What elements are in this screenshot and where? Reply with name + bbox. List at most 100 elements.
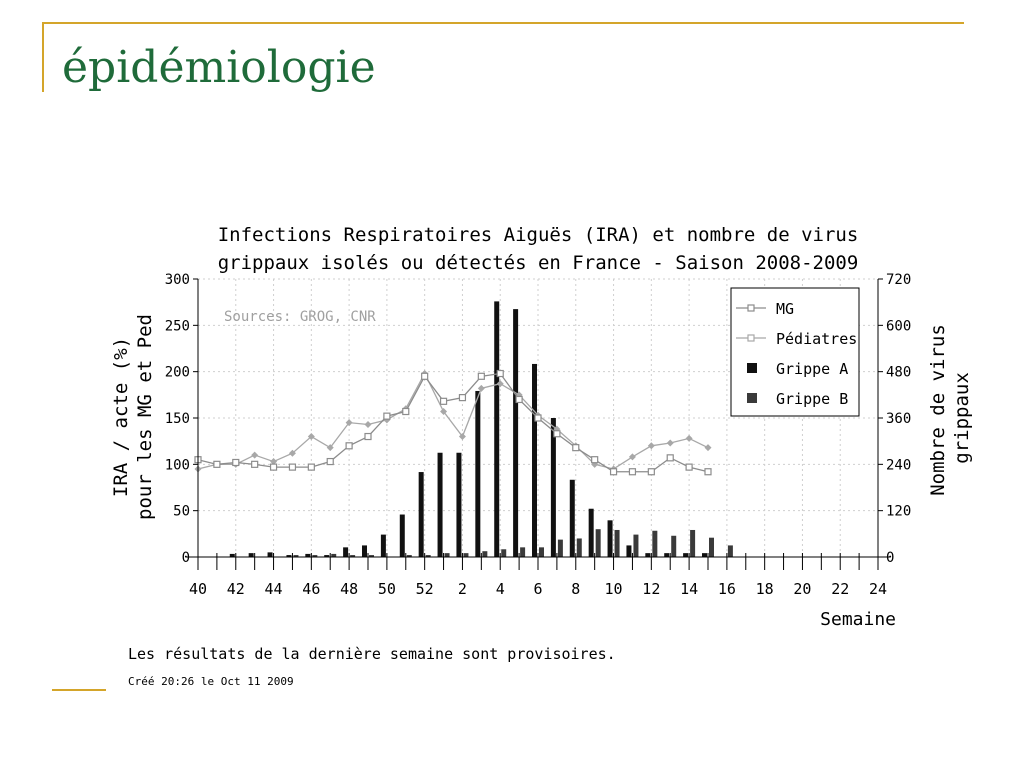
bar-grippe-a: [645, 553, 651, 557]
bar-grippe-a: [456, 452, 462, 557]
bar-grippe-b: [293, 555, 299, 557]
point-pediatres: [685, 434, 693, 442]
bar-grippe-a: [324, 555, 330, 557]
point-pediatres: [647, 442, 655, 450]
bar-grippe-b: [539, 547, 544, 557]
bar-grippe-a: [588, 508, 594, 557]
chart-source: Sources: GROG, CNR: [224, 309, 376, 325]
point-pediatres: [307, 433, 315, 441]
point-mg: [628, 468, 637, 476]
bar-grippe-b: [444, 553, 450, 557]
bar-grippe-b: [425, 555, 431, 557]
point-mg: [515, 395, 523, 404]
y2-tick-label: 0: [886, 550, 894, 566]
slide-title: épidémiologie: [62, 42, 376, 93]
point-pediatres: [364, 420, 372, 428]
point-mg: [666, 454, 674, 462]
point-mg: [647, 468, 655, 476]
point-mg: [704, 468, 712, 476]
point-mg: [591, 456, 599, 464]
point-mg: [345, 442, 353, 450]
chart-lines: [194, 369, 712, 476]
y-tick-label: 300: [165, 272, 190, 288]
x-tick-label: 16: [718, 580, 736, 598]
y2-tick-label: 360: [886, 411, 911, 427]
chart-grid: [197, 278, 879, 558]
bar-grippe-b: [331, 553, 337, 557]
point-mg: [307, 463, 315, 471]
point-mg: [421, 372, 429, 380]
point-pediatres: [628, 453, 636, 461]
y-tick-label: 50: [173, 504, 190, 520]
x-tick-label: 6: [533, 580, 542, 598]
bar-grippe-b: [557, 539, 563, 557]
bar-grippe-b: [463, 553, 469, 557]
x-tick-label: 48: [340, 580, 358, 598]
point-mg: [439, 397, 448, 405]
bar-grippe-b: [727, 545, 733, 557]
x-tick-label: 50: [378, 580, 396, 598]
bar-grippe-a: [343, 547, 349, 557]
y-tick-label: 250: [165, 318, 190, 334]
bar-grippe-b: [614, 529, 620, 557]
x-tick-label: 42: [227, 580, 245, 598]
point-mg: [572, 444, 580, 452]
y-tick-label: 0: [182, 550, 190, 566]
x-tick-label: 8: [571, 580, 580, 598]
y-axis-label-line1: IRA / acte (%): [110, 337, 132, 497]
bar-grippe-a: [664, 553, 670, 557]
x-tick-label: 2: [458, 580, 467, 598]
point-mg: [213, 460, 221, 468]
point-mg: [326, 457, 334, 466]
x-tick-label: 14: [680, 580, 698, 598]
point-mg: [496, 369, 504, 378]
bar-grippe-a: [437, 452, 443, 557]
legend-marker-pediatres: [747, 334, 755, 342]
bar-grippe-b: [406, 555, 412, 557]
point-mg: [458, 394, 467, 402]
point-pediatres: [666, 439, 674, 447]
y2-tick-label: 600: [886, 318, 911, 334]
y2-axis-label-line1: Nombre de virus: [927, 324, 949, 496]
point-pediatres: [326, 444, 334, 452]
legend-swatch-grippe-b: [747, 393, 757, 403]
point-mg: [232, 458, 240, 467]
point-mg: [288, 463, 297, 471]
x-tick-label: 10: [605, 580, 623, 598]
bar-grippe-a: [494, 301, 500, 557]
point-pediatres: [288, 449, 296, 457]
bar-grippe-a: [362, 545, 367, 557]
series-line-pediatres: [197, 372, 709, 470]
bar-grippe-a: [380, 534, 386, 557]
bar-grippe-b: [350, 555, 356, 557]
y-tick-label: 200: [165, 365, 190, 381]
provisional-note: Les résultats de la dernière semaine son…: [128, 645, 616, 663]
bar-grippe-a: [248, 553, 254, 557]
x-tick-label: 46: [302, 580, 320, 598]
point-pediatres: [496, 380, 504, 388]
x-tick-label: 12: [642, 580, 660, 598]
bar-grippe-a: [550, 418, 556, 557]
y2-axis-label-line2: grippaux: [951, 372, 973, 464]
bar-grippe-a: [418, 472, 424, 557]
bar-grippe-a: [626, 545, 632, 557]
bar-grippe-b: [369, 555, 374, 557]
bar-grippe-a: [607, 520, 613, 557]
x-tick-label: 44: [265, 580, 283, 598]
bar-grippe-b: [576, 538, 582, 557]
legend-marker-mg: [747, 304, 755, 312]
point-mg: [269, 463, 278, 471]
bar-grippe-a: [229, 553, 235, 557]
bar-grippe-b: [482, 551, 488, 557]
bar-grippe-a: [475, 390, 481, 557]
x-tick-label: 4: [496, 580, 505, 598]
chart-bars: [229, 301, 733, 557]
chart-title-line2: grippaux isolés ou détectés en France - …: [218, 252, 859, 274]
bar-grippe-b: [709, 537, 714, 557]
x-tick-label: 20: [793, 580, 811, 598]
legend-label-pediatres: Pédiatres: [776, 330, 857, 348]
bar-grippe-a: [702, 553, 707, 557]
bar-grippe-b: [633, 534, 639, 557]
